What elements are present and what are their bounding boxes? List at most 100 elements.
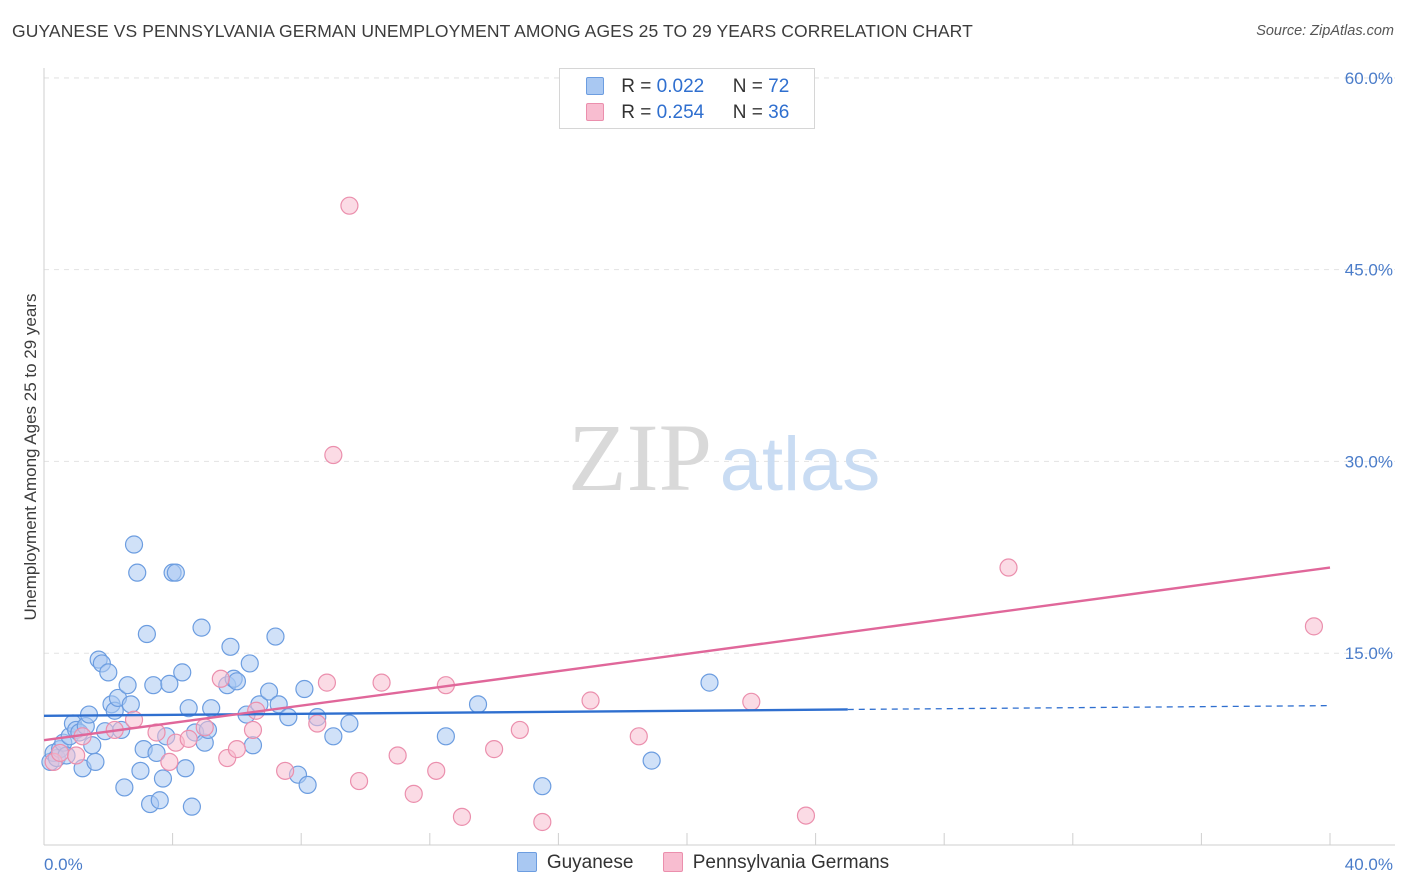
guyanese-point <box>144 676 163 695</box>
guyanese-point <box>160 674 179 693</box>
legend-r-value: 0.254 <box>656 102 705 123</box>
legend-n-label: N = <box>732 76 769 97</box>
y-tick-label: 15.0% <box>1345 644 1393 663</box>
legend-n-value: 36 <box>768 102 790 123</box>
pennsylvania-germans-point <box>324 445 343 465</box>
pennsylvania-germans-point <box>510 720 529 740</box>
y-tick-labels: 15.0% 30.0% 45.0% 60.0% <box>1345 69 1393 663</box>
pennsylvania-germans-point <box>1304 617 1324 636</box>
legend-item-guyanese: Guyanese <box>516 852 634 874</box>
legend-item-pennsylvania-germans: Pennsylvania Germans <box>662 852 890 874</box>
pennsylvania-germans-point <box>211 669 230 688</box>
pennsylvania-germans-point <box>243 720 263 740</box>
pennsylvania-germans-point <box>485 740 504 759</box>
guyanese-point <box>259 682 279 701</box>
pennsylvania-germans-point <box>581 691 600 710</box>
watermark: ZIP atlas <box>568 404 880 511</box>
grid-lines <box>44 77 1395 654</box>
legend-n-value: 72 <box>768 76 790 97</box>
pennsylvania-germans-point <box>796 806 816 825</box>
guyanese-point <box>86 752 105 771</box>
pennsylvania-germans-point <box>67 746 86 765</box>
y-axis-label: Unemployment Among Ages 25 to 29 years <box>21 294 40 621</box>
pennsylvania-germans-point <box>372 673 391 692</box>
legend-label-pennsylvania-germans: Pennsylvania Germans <box>692 852 890 873</box>
guyanese-point <box>298 775 317 795</box>
pennsylvania-germans-point <box>195 718 214 737</box>
guyanese-point <box>533 777 552 796</box>
pennsylvania-germans-point <box>349 771 369 791</box>
pennsylvania-germans-point <box>308 714 327 733</box>
guyanese-point <box>118 676 137 695</box>
legend-row-pennsylvania-germans: R = 0.254 N = 36 <box>586 102 789 126</box>
guyanese-point <box>121 695 140 714</box>
pennsylvania-germans-point <box>179 729 198 748</box>
guyanese-point <box>153 769 173 788</box>
watermark-zip: ZIP <box>568 404 712 511</box>
guyanese-point <box>99 663 118 682</box>
guyanese-point <box>150 791 169 810</box>
pennsylvania-germans-point <box>340 196 359 215</box>
series-pennsylvania-germans-points <box>44 196 1324 832</box>
source-label: Source: ZipAtlas.com <box>1256 23 1394 39</box>
legend-swatch-guyanese <box>586 77 604 95</box>
pennsylvania-germans-point <box>317 673 337 692</box>
pennsylvania-germans-point <box>276 761 295 780</box>
pennsylvania-germans-point <box>404 784 423 803</box>
y-tick-label: 60.0% <box>1345 69 1393 88</box>
guyanese-point <box>468 695 488 714</box>
guyanese-point <box>279 708 298 727</box>
legend-r-label: R = <box>621 76 657 97</box>
legend-r-label: R = <box>621 102 657 123</box>
guyanese-point <box>240 654 259 673</box>
pennsylvania-germans-point <box>227 740 246 759</box>
guyanese-point <box>173 663 192 682</box>
legend-row-guyanese: R = 0.022 N = 72 <box>586 76 789 100</box>
pennsylvania-germans-point <box>629 727 648 746</box>
pennsylvania-germans-point <box>742 692 761 711</box>
guyanese-trend-line <box>43 708 848 718</box>
guyanese-point <box>147 743 166 763</box>
pennsylvania-germans-trend-line <box>43 566 1331 742</box>
watermark-atlas: atlas <box>720 422 881 507</box>
series-legend: Guyanese Pennsylvania Germans <box>0 852 1406 874</box>
correlation-legend: R = 0.022 N = 72 R = 0.254 N = 36 <box>559 68 815 129</box>
guyanese-point <box>340 714 359 733</box>
pennsylvania-germans-point <box>999 558 1018 577</box>
guyanese-point <box>295 679 314 699</box>
trend-lines <box>43 566 1331 742</box>
guyanese-point <box>642 751 661 770</box>
pennsylvania-germans-point <box>533 812 552 832</box>
guyanese-point <box>227 672 246 691</box>
pennsylvania-germans-point <box>427 761 446 780</box>
guyanese-point <box>436 727 455 746</box>
legend-n-label: N = <box>732 102 769 123</box>
pennsylvania-germans-point <box>50 743 70 763</box>
guyanese-point <box>324 727 343 746</box>
guyanese-point <box>176 759 195 778</box>
pennsylvania-germans-point <box>124 710 144 729</box>
pennsylvania-germans-point <box>452 807 472 826</box>
pennsylvania-germans-point <box>160 752 179 771</box>
guyanese-point <box>700 673 719 692</box>
guyanese-point <box>124 535 144 554</box>
guyanese-point <box>243 736 263 755</box>
legend-label-guyanese: Guyanese <box>546 852 634 873</box>
guyanese-point <box>131 761 150 780</box>
guyanese-point <box>115 778 134 797</box>
legend-swatch-guyanese <box>516 852 537 872</box>
pennsylvania-germans-point <box>388 746 407 765</box>
legend-swatch-pennsylvania-germans <box>662 852 683 872</box>
legend-swatch-pennsylvania-germans <box>586 103 604 121</box>
x-tick-label: 0.0% <box>44 855 83 874</box>
guyanese-point <box>166 563 185 582</box>
guyanese-point <box>179 699 198 718</box>
y-tick-label: 45.0% <box>1345 261 1393 280</box>
guyanese-point <box>182 797 201 816</box>
guyanese-point <box>128 563 147 582</box>
guyanese-point <box>137 624 156 644</box>
guyanese-trend-extension <box>847 704 1331 711</box>
y-tick-label: 30.0% <box>1345 452 1393 471</box>
x-tick-label: 40.0% <box>1345 855 1393 874</box>
